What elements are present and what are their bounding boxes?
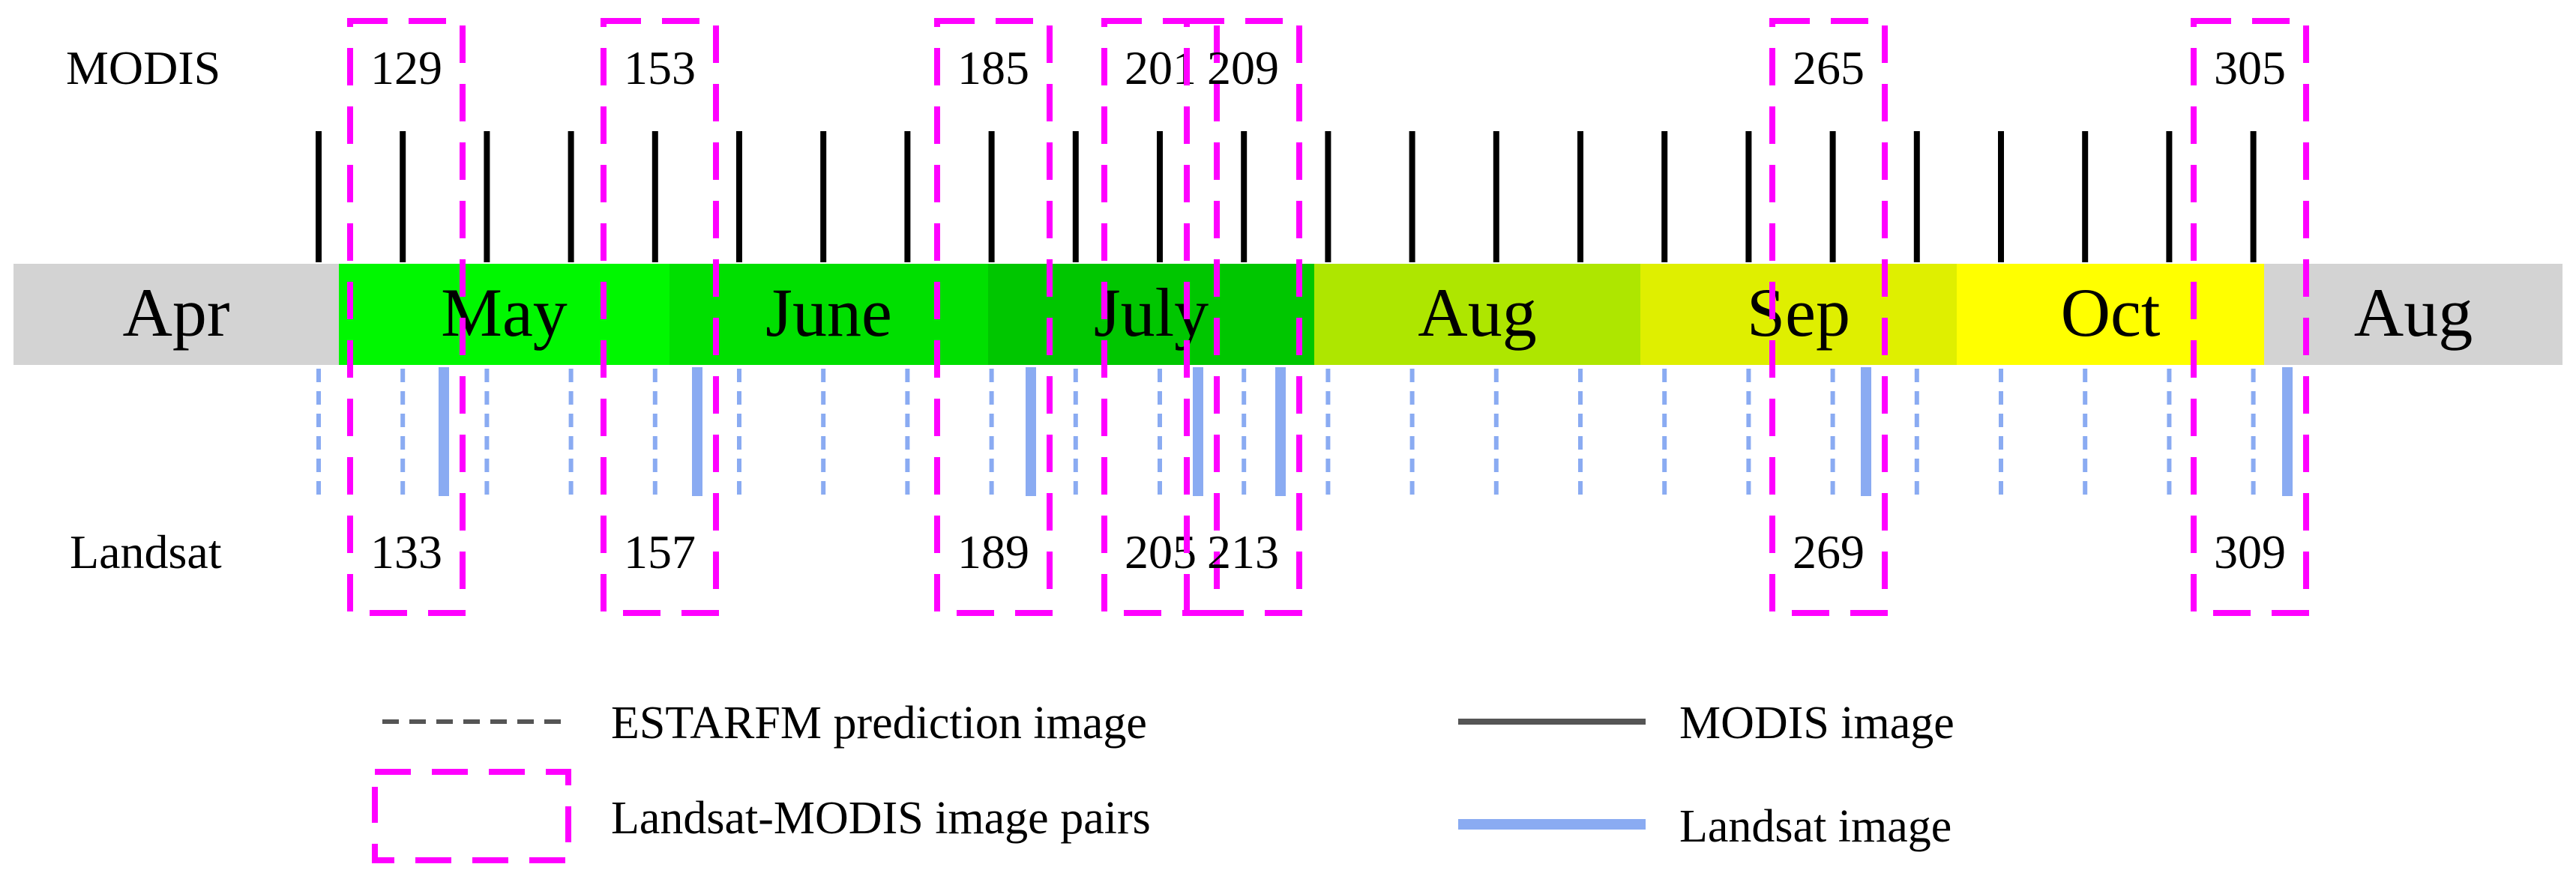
pair-box [1769,18,1888,616]
legend-prediction-label: ESTARFM prediction image [611,698,1147,749]
month-segment [339,264,669,365]
month-segment [13,264,339,365]
modis-day-label: 153 [624,41,696,94]
month-segment [1640,264,1957,365]
modis-image-lines [316,131,2257,262]
landsat-image-lines [439,367,2293,496]
month-label: July [1094,274,1209,351]
modis-day-label: 209 [1207,41,1279,94]
modis-row-label: MODIS [66,41,220,94]
modis-day-label: 129 [370,41,442,94]
pair-box [1184,18,1302,616]
month-label: Aug [2354,274,2473,351]
pair-box [2191,18,2309,616]
month-label: Apr [122,274,229,351]
month-segment [1957,264,2264,365]
month-band: Apr May June July Aug Sep Oct Aug [13,264,2563,365]
modis-day-label: 265 [1793,41,1865,94]
modis-day-label: 185 [957,41,1029,94]
month-segment [988,264,1314,365]
pair-box [934,18,1053,616]
landsat-day-label: 213 [1207,525,1279,579]
landsat-day-label: 269 [1793,525,1865,579]
legend-pairs-swatch [372,769,571,863]
legend: ESTARFM prediction image Landsat-MODIS i… [372,698,1954,863]
month-label: Aug [1418,274,1536,351]
prediction-image-lines [316,369,2256,496]
landsat-day-label: 189 [957,525,1029,579]
month-label: June [765,274,892,351]
month-segment [2264,264,2563,365]
pair-box [347,18,466,616]
month-label: Oct [2061,274,2161,351]
landsat-day-label: 133 [370,525,442,579]
legend-landsat-label: Landsat image [1679,801,1951,852]
pair-box [1101,18,1220,616]
landsat-row-label: Landsat [70,525,222,579]
pair-box [601,18,719,616]
month-label: Sep [1747,274,1850,351]
month-segment [1314,264,1640,365]
landsat-day-label: 309 [2214,525,2286,579]
landsat-day-label: 157 [624,525,696,579]
legend-modis-label: MODIS image [1679,698,1954,749]
image-pair-boxes: 1291331531571851892012052092132652693053… [347,18,2309,616]
legend-pairs-label: Landsat-MODIS image pairs [611,793,1151,844]
modis-day-label: 305 [2214,41,2286,94]
